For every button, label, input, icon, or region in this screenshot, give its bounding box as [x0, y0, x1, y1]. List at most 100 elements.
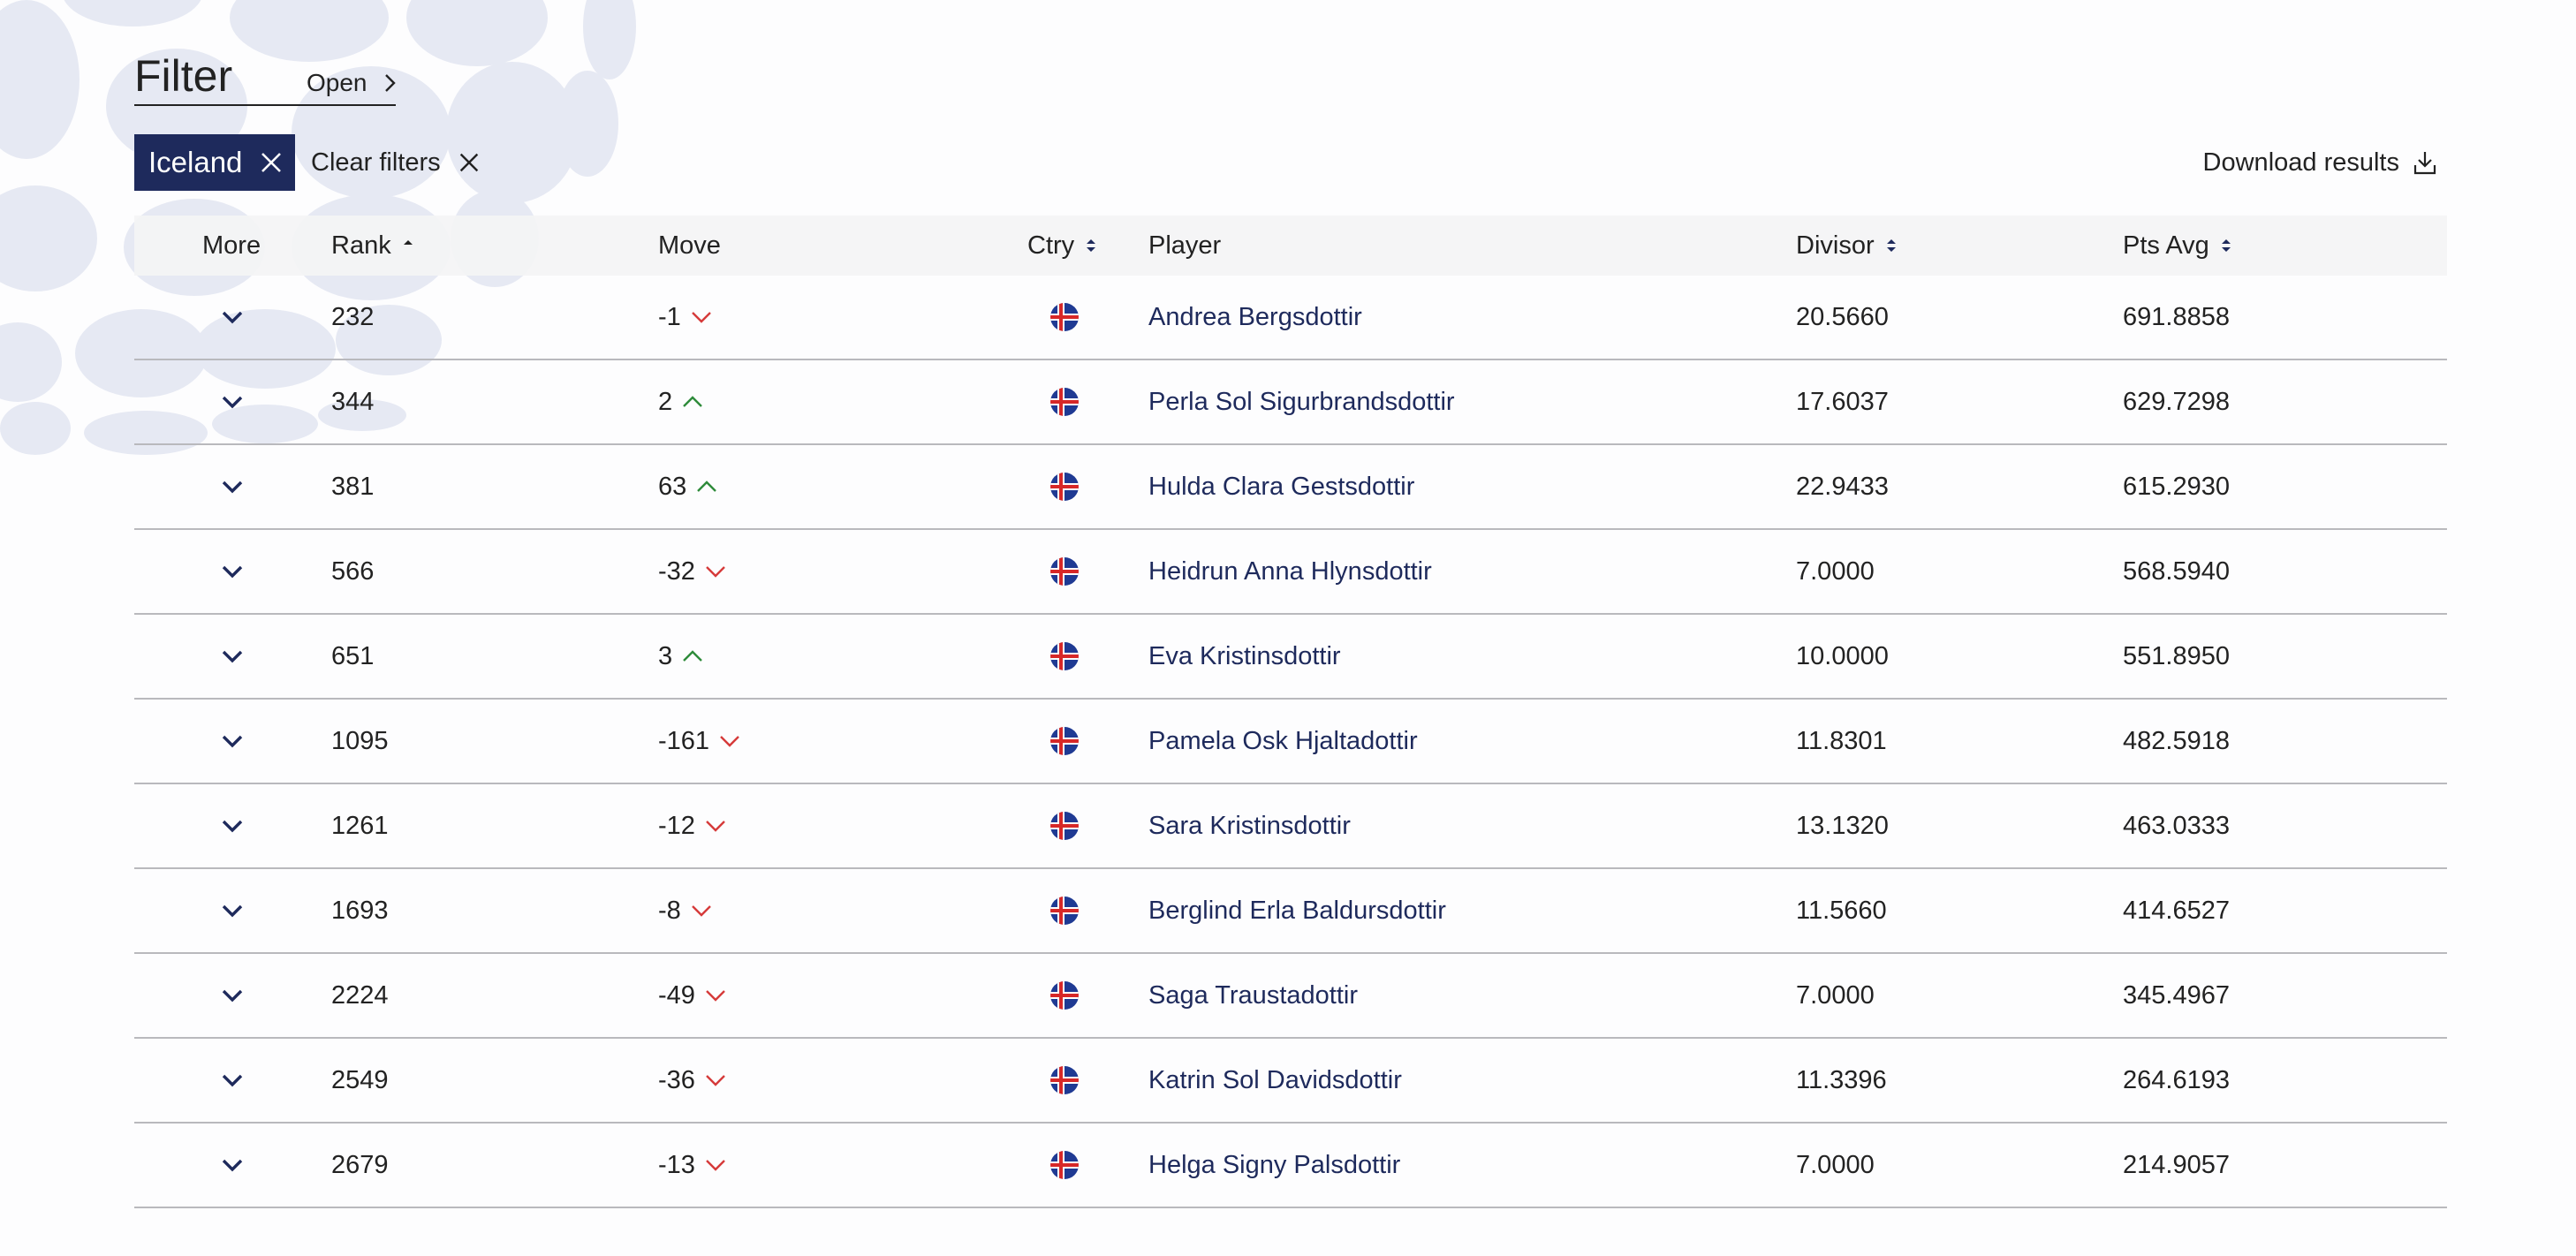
move-cell: 2	[658, 360, 704, 443]
country-cell	[1049, 615, 1080, 698]
move-value: 2	[658, 387, 673, 416]
country-cell	[1049, 869, 1080, 952]
rank-cell: 2549	[331, 1065, 389, 1094]
download-results-button[interactable]: Download results	[2203, 134, 2438, 191]
expand-row-button[interactable]	[217, 530, 247, 613]
country-cell	[1049, 276, 1080, 359]
move-value: -1	[658, 302, 681, 331]
download-results-label: Download results	[2202, 148, 2399, 177]
column-label: Ctry	[1027, 231, 1075, 260]
move-value: -161	[658, 726, 710, 755]
iceland-flag-icon	[1050, 727, 1079, 755]
column-header-move: Move	[658, 216, 721, 276]
clear-filters-button[interactable]: Clear filters	[311, 134, 481, 191]
expand-row-button[interactable]	[217, 784, 247, 867]
iceland-flag-icon	[1050, 557, 1079, 586]
table-row: 2679 -13 Helga Signy Palsdottir 7.0000 2…	[134, 1124, 2447, 1208]
player-link[interactable]: Berglind Erla Baldursdottir	[1148, 896, 1446, 925]
move-cell: -1	[658, 276, 713, 359]
move-cell: 63	[658, 445, 718, 528]
iceland-flag-icon	[1050, 981, 1079, 1010]
clear-filters-label: Clear filters	[311, 148, 441, 177]
expand-row-button[interactable]	[217, 869, 247, 952]
player-link[interactable]: Saga Traustadottir	[1148, 980, 1358, 1010]
move-value: -32	[658, 556, 695, 586]
expand-row-button[interactable]	[217, 615, 247, 698]
filter-open-button[interactable]: Open	[307, 69, 403, 97]
player-link[interactable]: Eva Kristinsdottir	[1148, 641, 1341, 670]
pts-avg-cell: 551.8950	[2123, 641, 2230, 670]
expand-row-button[interactable]	[217, 1124, 247, 1207]
table-body: 232 -1 Andrea Bergsdottir 20.5660 691.88…	[134, 276, 2447, 1208]
sort-icon	[1886, 239, 1896, 252]
column-header-pts-avg[interactable]: Pts Avg	[2123, 216, 2234, 276]
player-link[interactable]: Pamela Osk Hjaltadottir	[1148, 726, 1418, 755]
pts-avg-cell: 482.5918	[2123, 726, 2230, 755]
move-down-icon	[706, 1160, 725, 1171]
chevron-down-icon	[222, 735, 243, 748]
divisor-cell: 7.0000	[1796, 980, 1875, 1010]
table-row: 566 -32 Heidrun Anna Hlynsdottir 7.0000 …	[134, 530, 2447, 615]
move-value: 63	[658, 472, 687, 501]
column-header-rank[interactable]: Rank	[331, 216, 416, 276]
move-up-icon	[697, 480, 717, 492]
player-link[interactable]: Sara Kristinsdottir	[1148, 811, 1351, 840]
table-row: 2549 -36 Katrin Sol Davidsdottir 11.3396…	[134, 1039, 2447, 1124]
close-icon[interactable]	[258, 149, 284, 176]
move-value: -13	[658, 1150, 695, 1179]
column-label: Pts Avg	[2123, 231, 2209, 260]
rank-cell: 1261	[331, 811, 389, 840]
divisor-cell: 11.8301	[1796, 726, 1887, 755]
player-link[interactable]: Andrea Bergsdottir	[1148, 302, 1362, 331]
player-link[interactable]: Heidrun Anna Hlynsdottir	[1148, 556, 1432, 586]
chevron-down-icon	[222, 989, 243, 1003]
country-cell	[1049, 530, 1080, 613]
expand-row-button[interactable]	[217, 445, 247, 528]
expand-row-button[interactable]	[217, 700, 247, 783]
move-value: -8	[658, 896, 681, 925]
expand-row-button[interactable]	[217, 360, 247, 443]
expand-row-button[interactable]	[217, 276, 247, 359]
country-cell	[1049, 1124, 1080, 1207]
table-row: 1693 -8 Berglind Erla Baldursdottir 11.5…	[134, 869, 2447, 954]
chevron-down-icon	[222, 565, 243, 579]
table-row: 651 3 Eva Kristinsdottir 10.0000 551.895…	[134, 615, 2447, 700]
table-row: 344 2 Perla Sol Sigurbrandsdottir 17.603…	[134, 360, 2447, 445]
rank-cell: 1693	[331, 896, 389, 925]
column-header-ctry[interactable]: Ctry	[1027, 216, 1099, 276]
divisor-cell: 13.1320	[1796, 811, 1889, 840]
chevron-down-icon	[222, 904, 243, 918]
player-link[interactable]: Perla Sol Sigurbrandsdottir	[1148, 387, 1455, 416]
active-filter-chip[interactable]: Iceland	[134, 134, 296, 191]
column-header-more: More	[202, 216, 261, 276]
divisor-cell: 11.3396	[1796, 1065, 1887, 1094]
move-cell: 3	[658, 615, 704, 698]
divisor-cell: 20.5660	[1796, 302, 1889, 331]
rank-cell: 651	[331, 641, 375, 670]
country-cell	[1049, 784, 1080, 867]
iceland-flag-icon	[1050, 1151, 1079, 1179]
table-row: 2224 -49 Saga Traustadottir 7.0000 345.4…	[134, 954, 2447, 1039]
rank-cell: 566	[331, 556, 375, 586]
iceland-flag-icon	[1050, 1066, 1079, 1094]
move-cell: -12	[658, 784, 727, 867]
pts-avg-cell: 264.6193	[2123, 1065, 2230, 1094]
move-down-icon	[691, 312, 711, 323]
move-up-icon	[683, 650, 702, 662]
sort-ascending-icon	[403, 240, 413, 245]
move-down-icon	[706, 990, 725, 1002]
expand-row-button[interactable]	[217, 1039, 247, 1122]
player-link[interactable]: Hulda Clara Gestsdottir	[1148, 472, 1415, 501]
player-link[interactable]: Helga Signy Palsdottir	[1148, 1150, 1401, 1179]
move-down-icon	[706, 566, 725, 578]
pts-avg-cell: 568.5940	[2123, 556, 2230, 586]
pts-avg-cell: 214.9057	[2123, 1150, 2230, 1179]
rank-cell: 2679	[331, 1150, 389, 1179]
move-value: 3	[658, 641, 673, 670]
divisor-cell: 10.0000	[1796, 641, 1889, 670]
player-link[interactable]: Katrin Sol Davidsdottir	[1148, 1065, 1402, 1094]
expand-row-button[interactable]	[217, 954, 247, 1037]
column-header-divisor[interactable]: Divisor	[1796, 216, 1899, 276]
chevron-down-icon	[222, 311, 243, 324]
rank-cell: 1095	[331, 726, 389, 755]
